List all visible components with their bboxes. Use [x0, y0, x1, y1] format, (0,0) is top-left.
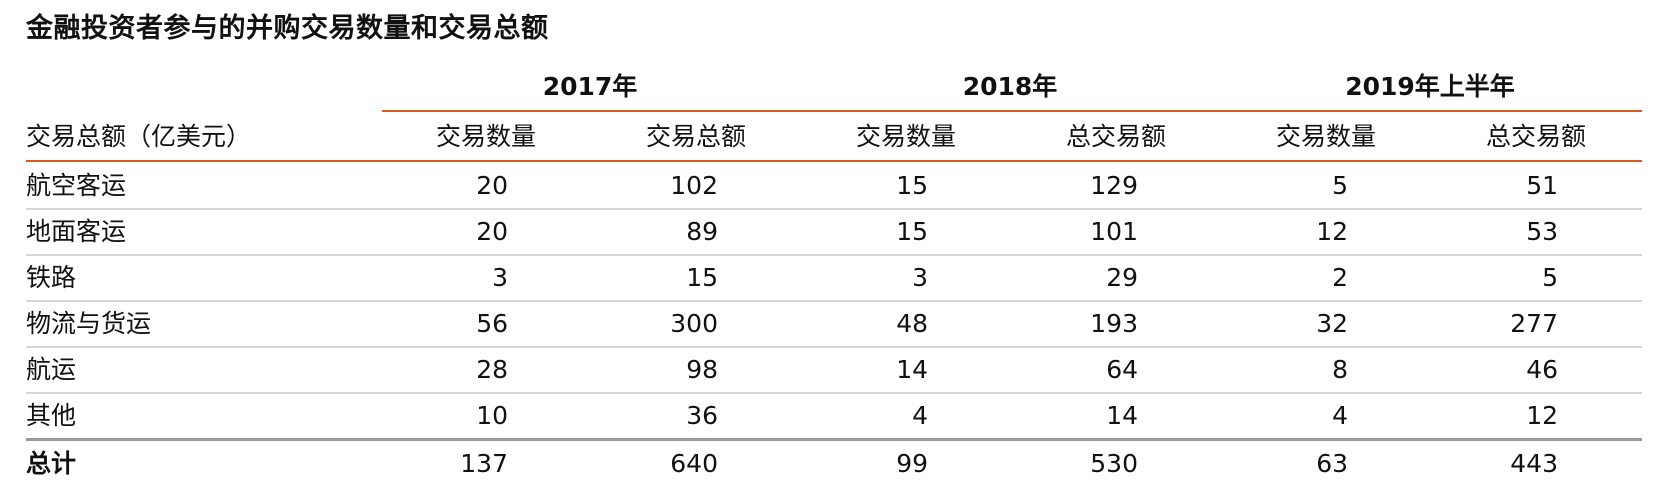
cell-2018-amount: 129 [1090, 171, 1138, 200]
cell-2018-amount: 29 [1106, 263, 1138, 292]
table-row: 物流与货运 56 300 48 193 32 277 [0, 302, 1662, 346]
column-header-2018-count: 交易数量 [855, 122, 956, 151]
cell-2017-count: 20 [476, 217, 508, 246]
cell-2018-count: 15 [896, 217, 928, 246]
group-header-2017: 2017年 [542, 72, 638, 101]
cell-2019h1-amount: 277 [1510, 309, 1558, 338]
cell-2018-amount: 193 [1090, 309, 1138, 338]
cell-2019h1-count: 12 [1316, 217, 1348, 246]
cell-2017-count: 56 [476, 309, 508, 338]
cell-2017-count: 10 [476, 401, 508, 430]
cell-2018-count: 48 [896, 309, 928, 338]
cell-2019h1-count: 2 [1332, 263, 1348, 292]
total-row: 总计 137 640 99 530 63 443 [0, 442, 1662, 486]
column-header-2019h1-count: 交易数量 [1275, 122, 1376, 151]
group-header-row: 2017年 2018年 2019年上半年 [0, 68, 1662, 106]
group-header-2018: 2018年 [962, 72, 1058, 101]
table-row: 航运 28 98 14 64 8 46 [0, 348, 1662, 392]
cell-2017-count: 28 [476, 355, 508, 384]
cell-2019h1-count: 8 [1332, 355, 1348, 384]
cell-2018-amount: 14 [1106, 401, 1138, 430]
group-header-2019h1: 2019年上半年 [1345, 72, 1515, 101]
row-label: 航运 [26, 355, 77, 384]
cell-2017-count: 3 [492, 263, 508, 292]
total-2019h1-amount: 443 [1510, 449, 1558, 478]
cell-2017-count: 20 [476, 171, 508, 200]
total-2018-amount: 530 [1090, 449, 1138, 478]
cell-2018-amount: 101 [1090, 217, 1138, 246]
row-label: 其他 [26, 401, 77, 430]
cell-2018-count: 4 [912, 401, 928, 430]
cell-2017-amount: 98 [686, 355, 718, 384]
cell-2019h1-amount: 51 [1526, 171, 1558, 200]
column-header-2017-amount: 交易总额 [645, 122, 746, 151]
cell-2017-amount: 15 [686, 263, 718, 292]
cell-2017-amount: 300 [670, 309, 718, 338]
column-header-2018-amount: 总交易额 [1065, 122, 1166, 151]
row-label: 铁路 [26, 263, 77, 292]
cell-2017-amount: 102 [670, 171, 718, 200]
total-2017-count: 137 [460, 449, 508, 478]
row-divider [26, 346, 1642, 348]
row-label: 航空客运 [26, 171, 127, 200]
table-row: 地面客运 20 89 15 101 12 53 [0, 210, 1662, 254]
column-header-2019h1-amount: 总交易额 [1485, 122, 1586, 151]
table-title: 金融投资者参与的并购交易数量和交易总额 [26, 13, 549, 44]
cell-2018-count: 3 [912, 263, 928, 292]
row-divider [26, 392, 1642, 394]
cell-2018-count: 14 [896, 355, 928, 384]
row-label: 地面客运 [26, 217, 127, 246]
cell-2019h1-amount: 12 [1526, 401, 1558, 430]
row-divider [26, 300, 1642, 302]
cell-2019h1-count: 4 [1332, 401, 1348, 430]
column-header-category: 交易总额（亿美元） [26, 122, 252, 151]
cell-2017-amount: 36 [686, 401, 718, 430]
table-row: 铁路 3 15 3 29 2 5 [0, 256, 1662, 300]
total-divider [26, 438, 1642, 441]
group-underline [382, 110, 1642, 112]
total-2019h1-count: 63 [1316, 449, 1348, 478]
cell-2018-count: 15 [896, 171, 928, 200]
cell-2019h1-amount: 5 [1542, 263, 1558, 292]
cell-2019h1-count: 5 [1332, 171, 1348, 200]
cell-2019h1-amount: 53 [1526, 217, 1558, 246]
column-header-row: 交易总额（亿美元） 交易数量 交易总额 交易数量 总交易额 交易数量 总交易额 [0, 116, 1662, 158]
row-divider [26, 254, 1642, 256]
cell-2019h1-amount: 46 [1526, 355, 1558, 384]
row-divider [26, 208, 1642, 210]
column-header-2017-count: 交易数量 [435, 122, 536, 151]
total-label: 总计 [26, 449, 77, 478]
table-row: 航空客运 20 102 15 129 5 51 [0, 164, 1662, 208]
cell-2018-amount: 64 [1106, 355, 1138, 384]
cell-2019h1-count: 32 [1316, 309, 1348, 338]
cell-2017-amount: 89 [686, 217, 718, 246]
total-2018-count: 99 [896, 449, 928, 478]
table-row: 其他 10 36 4 14 4 12 [0, 394, 1662, 438]
total-2017-amount: 640 [670, 449, 718, 478]
header-underline [26, 160, 1642, 162]
row-label: 物流与货运 [26, 309, 152, 338]
